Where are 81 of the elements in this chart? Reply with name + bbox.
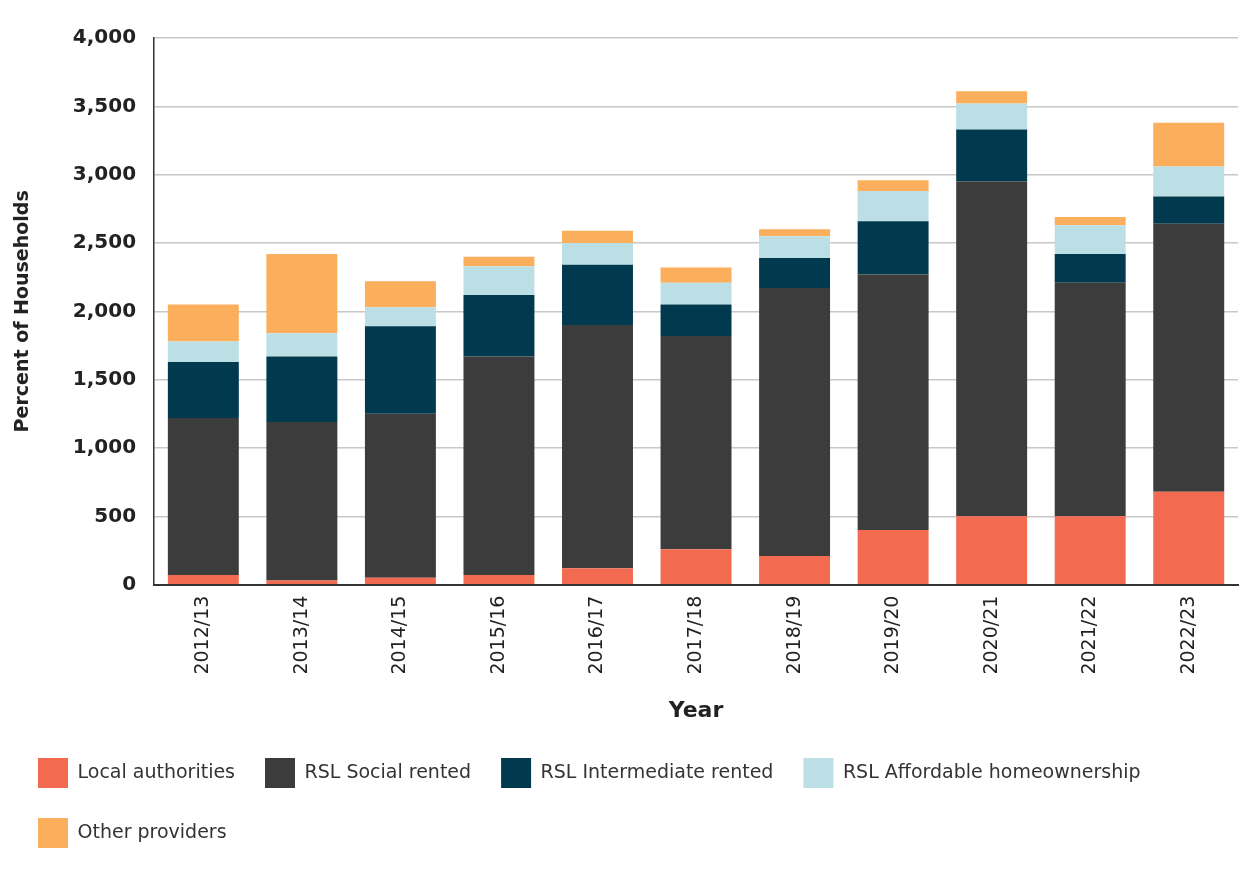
bar (857, 221, 929, 275)
bar (562, 243, 633, 265)
y-tick-label: 3,500 (72, 92, 137, 117)
y-tick-label: 0 (122, 570, 137, 595)
bar (1153, 122, 1225, 167)
y-tick-label: 500 (94, 502, 137, 527)
y-tick-label: 2,500 (72, 229, 137, 254)
bar (1054, 225, 1126, 254)
bar (364, 307, 436, 327)
bar (956, 91, 1028, 104)
bar (857, 274, 929, 530)
bar (266, 422, 338, 581)
bar (562, 325, 633, 569)
bar (463, 575, 535, 584)
bar (562, 264, 633, 325)
legend-label: RSL Affordable homeownership (842, 759, 1141, 782)
bar (562, 230, 633, 243)
x-tick-label: 2020/21 (978, 595, 1001, 675)
bar (167, 341, 239, 362)
bar (266, 333, 338, 357)
bar (266, 356, 338, 423)
x-tick-label: 2021/22 (1077, 595, 1100, 675)
legend-label: Other providers (77, 819, 227, 842)
x-tick-label: 2013/14 (288, 595, 311, 675)
bar (1054, 282, 1126, 517)
bar (167, 304, 239, 342)
bar (759, 258, 831, 289)
bar (660, 282, 732, 305)
legend-label: RSL Intermediate rented (540, 759, 774, 782)
bar (167, 361, 239, 418)
x-tick-label: 2018/19 (781, 595, 804, 675)
x-tick-label: 2022/23 (1175, 595, 1198, 675)
bar (1153, 196, 1225, 224)
y-axis-title: Percent of Households (10, 190, 33, 433)
bar (857, 191, 929, 222)
x-axis-title: Year (667, 696, 724, 722)
bar (956, 516, 1028, 584)
bar (1153, 491, 1225, 584)
bar (660, 549, 732, 584)
bar (1153, 166, 1225, 197)
bar (660, 267, 732, 283)
bar (463, 256, 535, 267)
bar (660, 335, 732, 550)
y-tick-label: 2,000 (72, 297, 137, 322)
x-tick-label: 2012/13 (190, 595, 213, 675)
bar (463, 266, 535, 295)
bar (463, 356, 535, 576)
bar (1054, 516, 1126, 584)
bar (364, 413, 436, 578)
bar (956, 129, 1028, 182)
bar (759, 555, 831, 584)
x-tick-label: 2017/18 (682, 595, 705, 675)
bar (1153, 223, 1225, 492)
bar (759, 229, 831, 237)
bar (956, 103, 1028, 130)
bar (660, 304, 732, 336)
bar (857, 530, 929, 584)
y-tick-label: 1,000 (72, 434, 137, 459)
bar (364, 577, 436, 584)
bar (1054, 217, 1126, 226)
x-tick-label: 2014/15 (387, 595, 410, 675)
bar (266, 253, 338, 334)
legend-label: RSL Social rented (304, 759, 472, 782)
y-tick-label: 4,000 (72, 24, 137, 49)
x-tick-label: 2016/17 (584, 595, 607, 675)
bar (759, 288, 831, 556)
bar (857, 180, 929, 192)
bar (364, 281, 436, 308)
bar (167, 575, 239, 584)
bar (562, 568, 633, 584)
bar (1054, 253, 1126, 283)
bar (463, 294, 535, 357)
legend-label: Local authorities (77, 759, 235, 782)
x-tick-label: 2015/16 (485, 595, 508, 675)
bar (759, 236, 831, 259)
bar (956, 181, 1028, 517)
bar (364, 326, 436, 414)
x-tick-label: 2019/20 (880, 595, 903, 675)
y-tick-label: 3,000 (72, 160, 137, 185)
bar (167, 417, 239, 576)
y-tick-label: 1,500 (72, 365, 137, 390)
